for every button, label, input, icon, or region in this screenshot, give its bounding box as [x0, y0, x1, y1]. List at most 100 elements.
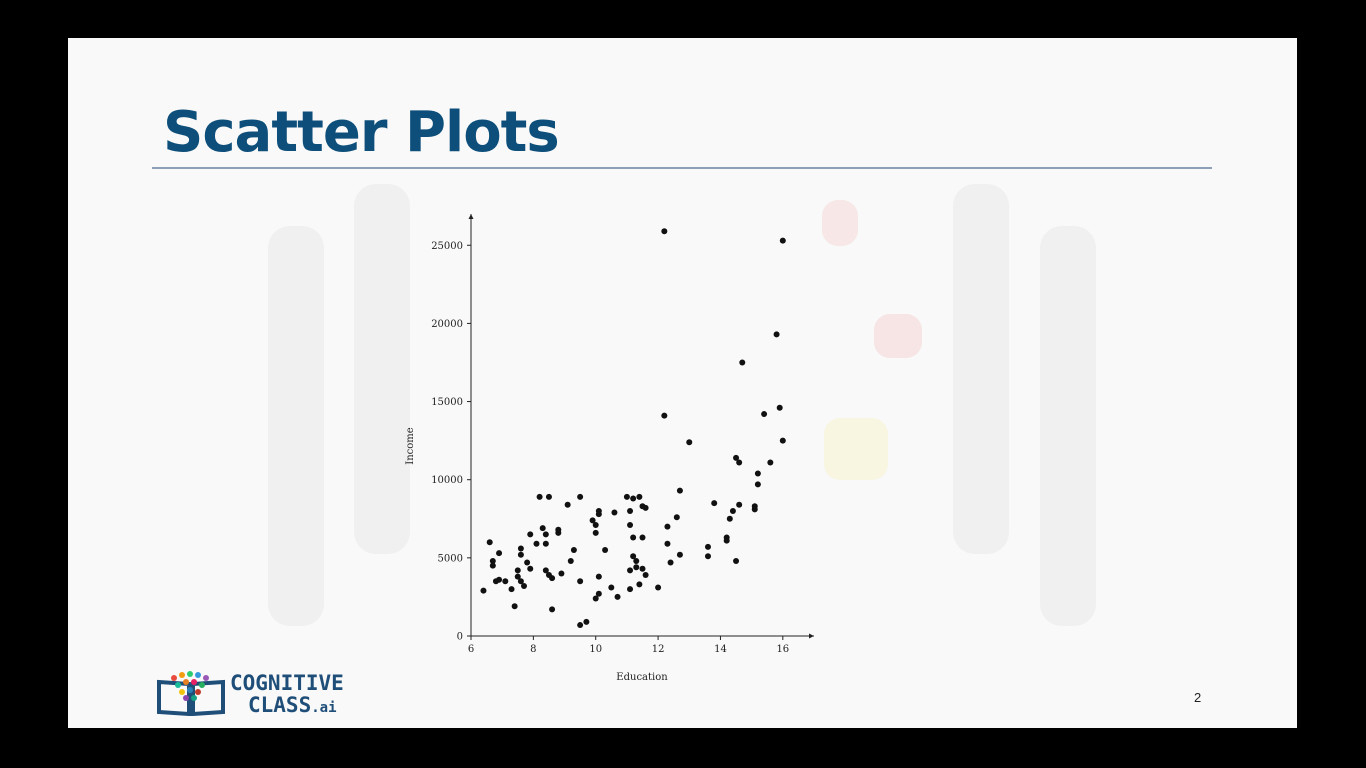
x-tick-label: 10	[589, 644, 602, 655]
scatter-point	[636, 493, 643, 500]
y-tick-label: 20000	[431, 319, 463, 330]
scatter-point	[754, 470, 761, 477]
scatter-point	[733, 557, 740, 564]
scatter-point	[496, 576, 503, 583]
scatter-point	[676, 487, 683, 494]
x-tick-label: 16	[776, 644, 789, 655]
scatter-point	[521, 582, 528, 589]
scatter-point	[567, 557, 574, 564]
scatter-point	[542, 531, 549, 538]
slide: Scatter Plots 6 8 10 12 14 16 0 5000 10000 15000 2…	[68, 38, 1297, 728]
slide-title: Scatter Plots	[163, 100, 560, 165]
scatter-point	[754, 481, 761, 488]
chart-ticks: 6 8 10 12 14 16 0 5000 10000 15000 20000 25000	[431, 241, 789, 655]
watermark-red-square	[874, 314, 922, 358]
scatter-point	[655, 584, 662, 591]
scatter-point	[630, 553, 637, 560]
cognitive-class-logo: COGNITIVE CLASS.ai	[156, 670, 356, 718]
scatter-point	[630, 495, 637, 502]
scatter-point	[614, 593, 621, 600]
scatter-chart: 6 8 10 12 14 16 0 5000 10000 15000 20000 25000 Educ…	[394, 206, 824, 706]
scatter-point	[549, 575, 556, 582]
x-tick-label: 8	[530, 644, 536, 655]
logo-line-2-wrap: CLASS.ai	[230, 694, 344, 719]
watermark-yellow-square	[824, 418, 888, 480]
scatter-point	[636, 581, 643, 588]
scatter-point	[514, 573, 521, 580]
y-tick-label: 0	[457, 632, 463, 643]
y-tick-label: 25000	[431, 241, 463, 252]
chart-points	[480, 228, 786, 629]
y-axis-arrow	[468, 214, 474, 219]
scatter-point	[661, 412, 668, 419]
x-tick-label: 14	[714, 644, 727, 655]
scatter-point	[502, 578, 509, 585]
scatter-point	[751, 506, 758, 513]
scatter-point	[739, 359, 746, 366]
logo-suffix: .ai	[311, 700, 337, 716]
scatter-point	[511, 603, 518, 610]
scatter-point	[664, 523, 671, 530]
scatter-point	[549, 606, 556, 613]
scatter-point	[627, 567, 634, 574]
watermark-bar-right	[1040, 226, 1096, 626]
x-tick-label: 12	[652, 644, 665, 655]
scatter-point	[726, 515, 733, 522]
scatter-point	[577, 622, 584, 629]
logo-line-1: COGNITIVE	[230, 671, 344, 695]
scatter-point	[542, 540, 549, 547]
scatter-point	[489, 562, 496, 569]
scatter-point	[517, 551, 524, 558]
logo-wordmark: COGNITIVE CLASS.ai	[230, 672, 344, 719]
scatter-point	[664, 540, 671, 547]
y-tick-label: 15000	[431, 397, 463, 408]
x-axis-label: Education	[616, 672, 668, 683]
scatter-point	[592, 522, 599, 529]
scatter-point	[602, 547, 609, 554]
scatter-point	[558, 570, 565, 577]
scatter-point	[723, 537, 730, 544]
scatter-point	[639, 565, 646, 572]
scatter-point	[536, 493, 543, 500]
scatter-point	[611, 509, 618, 516]
scatter-point	[773, 331, 780, 338]
scatter-point	[608, 584, 615, 591]
scatter-point	[595, 507, 602, 514]
scatter-point	[517, 545, 524, 552]
scatter-point	[633, 564, 640, 571]
y-tick-label: 5000	[438, 553, 463, 564]
scatter-point	[767, 459, 774, 466]
scatter-point	[711, 500, 718, 507]
book-logo-icon	[157, 671, 225, 716]
scatter-point	[533, 540, 540, 547]
scatter-point	[496, 550, 503, 557]
x-axis-arrow	[809, 633, 814, 639]
title-underline	[152, 167, 1212, 169]
scatter-point	[577, 578, 584, 585]
scatter-point	[661, 228, 668, 235]
scatter-point	[779, 437, 786, 444]
scatter-point	[736, 501, 743, 508]
chart-svg: 6 8 10 12 14 16 0 5000 10000 15000 20000 25000 Educ…	[405, 214, 814, 683]
scatter-point	[729, 507, 736, 514]
watermark-column-right	[953, 184, 1009, 554]
scatter-point	[592, 595, 599, 602]
scatter-point	[486, 539, 493, 546]
chart-axes	[468, 214, 814, 639]
scatter-point	[639, 534, 646, 541]
scatter-point	[480, 587, 487, 594]
scatter-point	[555, 526, 562, 533]
watermark-pink-square	[822, 200, 858, 246]
scatter-point	[527, 531, 534, 538]
scatter-point	[577, 493, 584, 500]
scatter-point	[592, 529, 599, 536]
scatter-point	[524, 559, 531, 566]
scatter-point	[627, 507, 634, 514]
scatter-point	[642, 504, 649, 511]
scatter-point	[517, 578, 524, 585]
y-axis-label: Income	[405, 427, 416, 464]
scatter-point	[545, 493, 552, 500]
scatter-point	[642, 572, 649, 579]
scatter-point	[676, 551, 683, 558]
scatter-point	[623, 493, 630, 500]
